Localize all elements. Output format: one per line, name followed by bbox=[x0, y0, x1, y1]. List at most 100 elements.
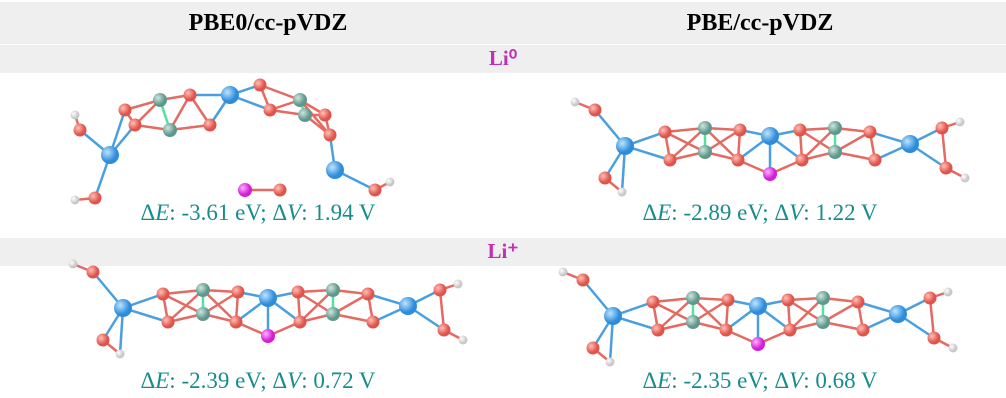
atom bbox=[816, 291, 830, 305]
atom bbox=[87, 266, 100, 279]
atom bbox=[686, 315, 700, 329]
atom bbox=[162, 316, 175, 329]
atom bbox=[928, 332, 941, 345]
atom bbox=[438, 324, 451, 337]
atom bbox=[264, 104, 277, 117]
atom bbox=[362, 288, 375, 301]
atom bbox=[794, 124, 807, 137]
atom bbox=[647, 296, 660, 309]
caption-part: Δ bbox=[140, 368, 155, 393]
section-label: Li⁺ bbox=[488, 239, 519, 264]
atom bbox=[599, 172, 612, 185]
caption-part: Δ bbox=[140, 200, 155, 225]
atom bbox=[618, 188, 627, 197]
atom bbox=[698, 145, 712, 159]
atom bbox=[720, 324, 733, 337]
caption-part: : 1.94 V bbox=[301, 200, 375, 225]
atom bbox=[587, 342, 600, 355]
atom bbox=[616, 137, 634, 155]
caption: ΔE: -2.39 eV; ΔV: 0.72 V bbox=[140, 368, 375, 394]
atom bbox=[204, 119, 217, 132]
caption-part: Δ bbox=[642, 200, 657, 225]
atom bbox=[89, 192, 102, 205]
atom bbox=[869, 154, 882, 167]
atom bbox=[230, 316, 243, 329]
atom bbox=[864, 126, 877, 139]
atom bbox=[434, 284, 447, 297]
atom bbox=[116, 350, 125, 359]
atom bbox=[577, 274, 590, 287]
column-header: PBE/cc-pVDZ bbox=[687, 10, 834, 37]
caption-part: : -2.35 eV; Δ bbox=[671, 368, 789, 393]
caption-part: E bbox=[155, 368, 169, 393]
atom bbox=[936, 122, 949, 135]
atom bbox=[722, 294, 735, 307]
atom bbox=[261, 329, 275, 343]
atom bbox=[114, 299, 132, 317]
atom bbox=[749, 297, 767, 315]
atom bbox=[129, 119, 142, 132]
atom bbox=[196, 307, 210, 321]
caption-part: E bbox=[657, 368, 671, 393]
atom bbox=[119, 104, 132, 117]
atom bbox=[367, 316, 380, 329]
atom bbox=[298, 108, 312, 122]
caption-part: V bbox=[287, 200, 301, 225]
column-header: PBE0/cc-pVDZ bbox=[189, 10, 348, 37]
atom bbox=[956, 118, 965, 127]
atom bbox=[399, 297, 417, 315]
caption-part: V bbox=[287, 368, 301, 393]
atom bbox=[232, 286, 245, 299]
caption-part: V bbox=[789, 200, 803, 225]
atom bbox=[924, 292, 937, 305]
atom bbox=[326, 307, 340, 321]
atom bbox=[559, 268, 568, 277]
atom bbox=[589, 104, 602, 117]
atom bbox=[857, 324, 870, 337]
atom bbox=[163, 123, 177, 137]
atom bbox=[454, 280, 463, 289]
atom bbox=[254, 79, 267, 92]
atom bbox=[326, 283, 340, 297]
atom bbox=[294, 316, 307, 329]
caption-part: Δ bbox=[642, 368, 657, 393]
atom bbox=[606, 358, 615, 367]
atom bbox=[686, 291, 700, 305]
atom bbox=[184, 89, 197, 102]
atom bbox=[604, 307, 622, 325]
atom bbox=[386, 178, 395, 187]
caption-part: : -2.89 eV; Δ bbox=[671, 200, 789, 225]
atom bbox=[293, 93, 307, 107]
atom bbox=[196, 283, 210, 297]
atom bbox=[69, 260, 78, 269]
atom bbox=[816, 315, 830, 329]
atom bbox=[949, 344, 958, 353]
atom bbox=[763, 167, 777, 181]
atom bbox=[97, 334, 110, 347]
atom bbox=[74, 124, 87, 137]
atom bbox=[828, 145, 842, 159]
caption-part: E bbox=[657, 200, 671, 225]
atom bbox=[664, 154, 677, 167]
atom bbox=[71, 196, 80, 205]
atom bbox=[101, 146, 119, 164]
section-label: Li⁰ bbox=[489, 46, 517, 71]
atom bbox=[259, 289, 277, 307]
atom bbox=[324, 129, 337, 142]
figure: PBE0/cc-pVDZ PBE/cc-pVDZ Li⁰ Li⁺ ΔE: -3.… bbox=[0, 0, 1006, 398]
atom bbox=[940, 162, 953, 175]
caption-part: V bbox=[789, 368, 803, 393]
caption-part: : -3.61 eV; Δ bbox=[169, 200, 287, 225]
atom bbox=[238, 183, 252, 197]
atom bbox=[761, 127, 779, 145]
atom bbox=[698, 121, 712, 135]
atom bbox=[782, 294, 795, 307]
atom bbox=[796, 154, 809, 167]
atom bbox=[828, 121, 842, 135]
caption-part: E bbox=[155, 200, 169, 225]
atom bbox=[944, 288, 953, 297]
atom bbox=[157, 288, 170, 301]
caption: ΔE: -3.61 eV; ΔV: 1.94 V bbox=[140, 200, 375, 226]
atom bbox=[292, 286, 305, 299]
atom bbox=[901, 135, 919, 153]
